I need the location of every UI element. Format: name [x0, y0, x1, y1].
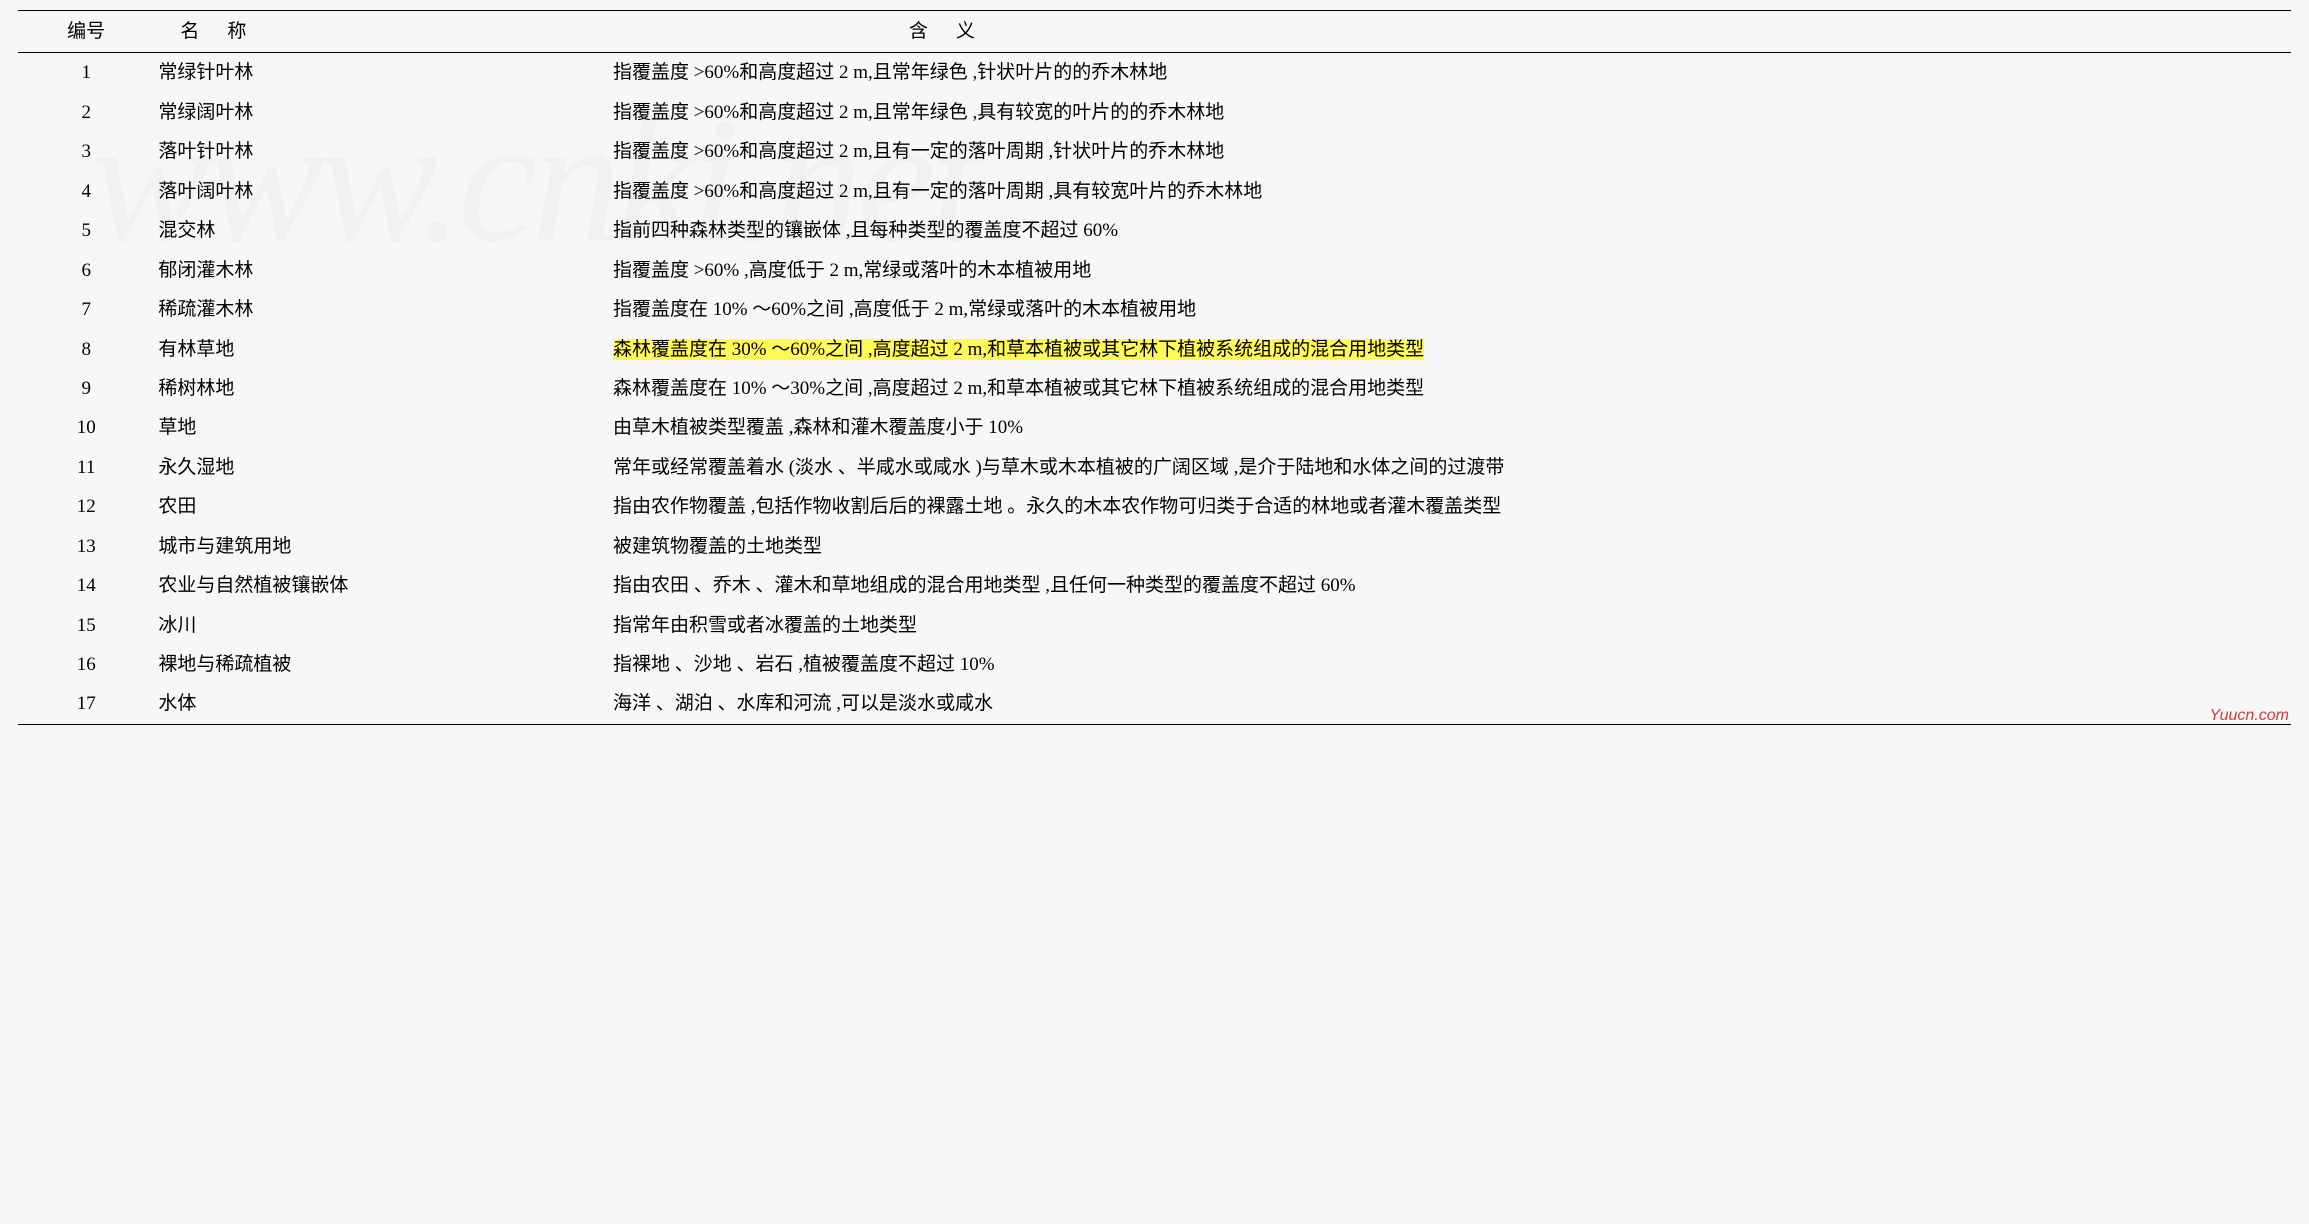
table-row: 9稀树林地森林覆盖度在 10% ～30%之间 ,高度超过 2 m,和草本植被或其…: [18, 369, 2291, 408]
table-row: 6郁闭灌木林指覆盖度 >60% ,高度低于 2 m,常绿或落叶的木本植被用地: [18, 251, 2291, 290]
cell-def: 指覆盖度 >60%和高度超过 2 m,且常年绿色 ,具有较宽的叶片的的乔木林地: [609, 93, 2291, 132]
cell-def: 指覆盖度 >60%和高度超过 2 m,且有一定的落叶周期 ,针状叶片的乔木林地: [609, 132, 2291, 171]
table-row: 7稀疏灌木林指覆盖度在 10% ～60%之间 ,高度低于 2 m,常绿或落叶的木…: [18, 290, 2291, 329]
cell-def: 指前四种森林类型的镶嵌体 ,且每种类型的覆盖度不超过 60%: [609, 211, 2291, 250]
cell-def: 指覆盖度 >60% ,高度低于 2 m,常绿或落叶的木本植被用地: [609, 251, 2291, 290]
table-row: 2常绿阔叶林指覆盖度 >60%和高度超过 2 m,且常年绿色 ,具有较宽的叶片的…: [18, 93, 2291, 132]
cell-name: 水体: [154, 684, 609, 724]
cell-id: 14: [18, 566, 154, 605]
cell-id: 5: [18, 211, 154, 250]
table-row: 5混交林指前四种森林类型的镶嵌体 ,且每种类型的覆盖度不超过 60%: [18, 211, 2291, 250]
cell-name: 常绿针叶林: [154, 53, 609, 93]
cell-name: 城市与建筑用地: [154, 527, 609, 566]
cell-def: 森林覆盖度在 10% ～30%之间 ,高度超过 2 m,和草本植被或其它林下植被…: [609, 369, 2291, 408]
cell-def: 由草木植被类型覆盖 ,森林和灌木覆盖度小于 10%: [609, 408, 2291, 447]
cell-name: 有林草地: [154, 330, 609, 369]
cell-def: 指覆盖度 >60%和高度超过 2 m,且常年绿色 ,针状叶片的的乔木林地: [609, 53, 2291, 93]
cell-name: 郁闭灌木林: [154, 251, 609, 290]
cell-def: 海洋 、湖泊 、水库和河流 ,可以是淡水或咸水: [609, 684, 2291, 724]
cell-id: 11: [18, 448, 154, 487]
table-row: 15冰川指常年由积雪或者冰覆盖的土地类型: [18, 606, 2291, 645]
cell-def: 森林覆盖度在 30% ～60%之间 ,高度超过 2 m,和草本植被或其它林下植被…: [609, 330, 2291, 369]
table-row: 11永久湿地常年或经常覆盖着水 (淡水 、半咸水或咸水 )与草木或木本植被的广阔…: [18, 448, 2291, 487]
cell-def: 指裸地 、沙地 、岩石 ,植被覆盖度不超过 10%: [609, 645, 2291, 684]
cell-name: 稀疏灌木林: [154, 290, 609, 329]
table-row: 1常绿针叶林指覆盖度 >60%和高度超过 2 m,且常年绿色 ,针状叶片的的乔木…: [18, 53, 2291, 93]
table-header-row: 编号 名称 含义: [18, 11, 2291, 53]
cell-id: 1: [18, 53, 154, 93]
cell-id: 16: [18, 645, 154, 684]
cell-id: 13: [18, 527, 154, 566]
cell-id: 7: [18, 290, 154, 329]
cell-name: 裸地与稀疏植被: [154, 645, 609, 684]
cell-id: 12: [18, 487, 154, 526]
header-id: 编号: [18, 11, 154, 53]
cell-def: 被建筑物覆盖的土地类型: [609, 527, 2291, 566]
cell-name: 稀树林地: [154, 369, 609, 408]
table-row: 12农田指由农作物覆盖 ,包括作物收割后后的裸露土地 。永久的木本农作物可归类于…: [18, 487, 2291, 526]
cell-id: 8: [18, 330, 154, 369]
cell-id: 2: [18, 93, 154, 132]
table-row: 10草地由草木植被类型覆盖 ,森林和灌木覆盖度小于 10%: [18, 408, 2291, 447]
cell-id: 3: [18, 132, 154, 171]
header-def: 含义: [609, 11, 2291, 53]
cell-def: 指覆盖度在 10% ～60%之间 ,高度低于 2 m,常绿或落叶的木本植被用地: [609, 290, 2291, 329]
cell-id: 15: [18, 606, 154, 645]
cell-id: 4: [18, 172, 154, 211]
source-watermark: Yuucn.com: [2210, 704, 2289, 729]
cell-def: 指覆盖度 >60%和高度超过 2 m,且有一定的落叶周期 ,具有较宽叶片的乔木林…: [609, 172, 2291, 211]
table-row: 13城市与建筑用地被建筑物覆盖的土地类型: [18, 527, 2291, 566]
cell-id: 6: [18, 251, 154, 290]
cell-name: 农业与自然植被镶嵌体: [154, 566, 609, 605]
highlighted-text: 森林覆盖度在 30% ～60%之间 ,高度超过 2 m,和草本植被或其它林下植被…: [613, 339, 1424, 360]
cell-def: 指由农田 、乔木 、灌木和草地组成的混合用地类型 ,且任何一种类型的覆盖度不超过…: [609, 566, 2291, 605]
cell-name: 草地: [154, 408, 609, 447]
cell-name: 冰川: [154, 606, 609, 645]
landcover-table: 编号 名称 含义 1常绿针叶林指覆盖度 >60%和高度超过 2 m,且常年绿色 …: [18, 10, 2291, 725]
cell-name: 农田: [154, 487, 609, 526]
table-row: 17水体海洋 、湖泊 、水库和河流 ,可以是淡水或咸水: [18, 684, 2291, 724]
cell-def: 指常年由积雪或者冰覆盖的土地类型: [609, 606, 2291, 645]
cell-name: 落叶阔叶林: [154, 172, 609, 211]
cell-def: 指由农作物覆盖 ,包括作物收割后后的裸露土地 。永久的木本农作物可归类于合适的林…: [609, 487, 2291, 526]
table-row: 3落叶针叶林指覆盖度 >60%和高度超过 2 m,且有一定的落叶周期 ,针状叶片…: [18, 132, 2291, 171]
table-row: 16裸地与稀疏植被指裸地 、沙地 、岩石 ,植被覆盖度不超过 10%: [18, 645, 2291, 684]
cell-name: 混交林: [154, 211, 609, 250]
cell-id: 9: [18, 369, 154, 408]
cell-id: 17: [18, 684, 154, 724]
cell-name: 落叶针叶林: [154, 132, 609, 171]
table-row: 4落叶阔叶林指覆盖度 >60%和高度超过 2 m,且有一定的落叶周期 ,具有较宽…: [18, 172, 2291, 211]
cell-name: 常绿阔叶林: [154, 93, 609, 132]
table-row: 14农业与自然植被镶嵌体指由农田 、乔木 、灌木和草地组成的混合用地类型 ,且任…: [18, 566, 2291, 605]
cell-id: 10: [18, 408, 154, 447]
cell-def: 常年或经常覆盖着水 (淡水 、半咸水或咸水 )与草木或木本植被的广阔区域 ,是介…: [609, 448, 2291, 487]
header-name: 名称: [154, 11, 609, 53]
cell-name: 永久湿地: [154, 448, 609, 487]
table-row: 8有林草地森林覆盖度在 30% ～60%之间 ,高度超过 2 m,和草本植被或其…: [18, 330, 2291, 369]
